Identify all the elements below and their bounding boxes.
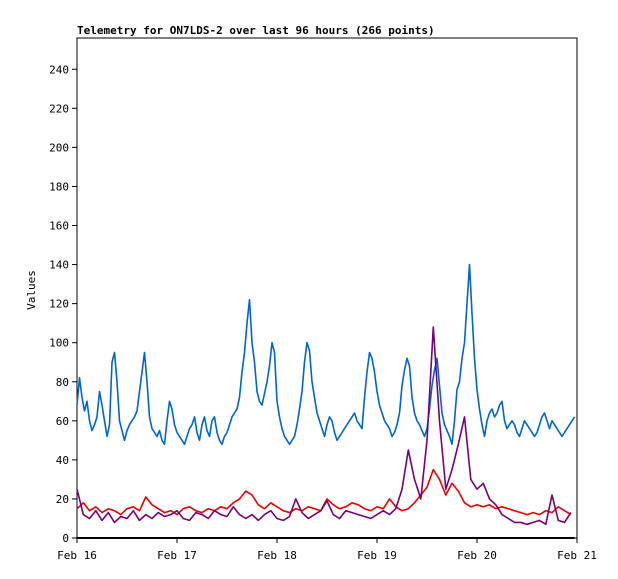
y-tick-label: 120 xyxy=(49,298,69,311)
x-tick-label: Feb 20 xyxy=(457,549,497,562)
y-axis-ticks: 0 20 40 60 80 100 120 140 160 180 200 220 240 xyxy=(49,63,77,545)
x-tick-label: Feb 18 xyxy=(257,549,297,562)
y-tick-label: 80 xyxy=(56,376,69,389)
y-axis-label: Values xyxy=(25,270,38,310)
y-tick-label: 40 xyxy=(56,454,69,467)
x-tick-label: Feb 17 xyxy=(157,549,197,562)
y-tick-label: 140 xyxy=(49,259,69,272)
y-tick-label: 240 xyxy=(49,63,69,76)
y-tick-label: 220 xyxy=(49,102,69,115)
x-tick-label: Feb 21 xyxy=(557,549,597,562)
y-tick-label: 160 xyxy=(49,220,69,233)
y-tick-label: 200 xyxy=(49,141,69,154)
x-tick-label: Feb 19 xyxy=(357,549,397,562)
series-line-1 xyxy=(76,263,576,446)
y-tick-label: 180 xyxy=(49,180,69,193)
plot-area xyxy=(76,37,578,539)
chart-title: Telemetry for ON7LDS-2 over last 96 hour… xyxy=(77,24,435,37)
series-line-3 xyxy=(76,326,572,526)
series-group xyxy=(76,263,576,539)
y-tick-label: 0 xyxy=(62,532,69,545)
y-tick-label: 100 xyxy=(49,337,69,350)
x-axis-ticks: Feb 16 Feb 17 Feb 18 Feb 19 Feb 20 Feb 21 xyxy=(57,538,597,562)
y-tick-label: 60 xyxy=(56,415,69,428)
x-tick-label: Feb 16 xyxy=(57,549,97,562)
y-tick-label: 20 xyxy=(56,493,69,506)
